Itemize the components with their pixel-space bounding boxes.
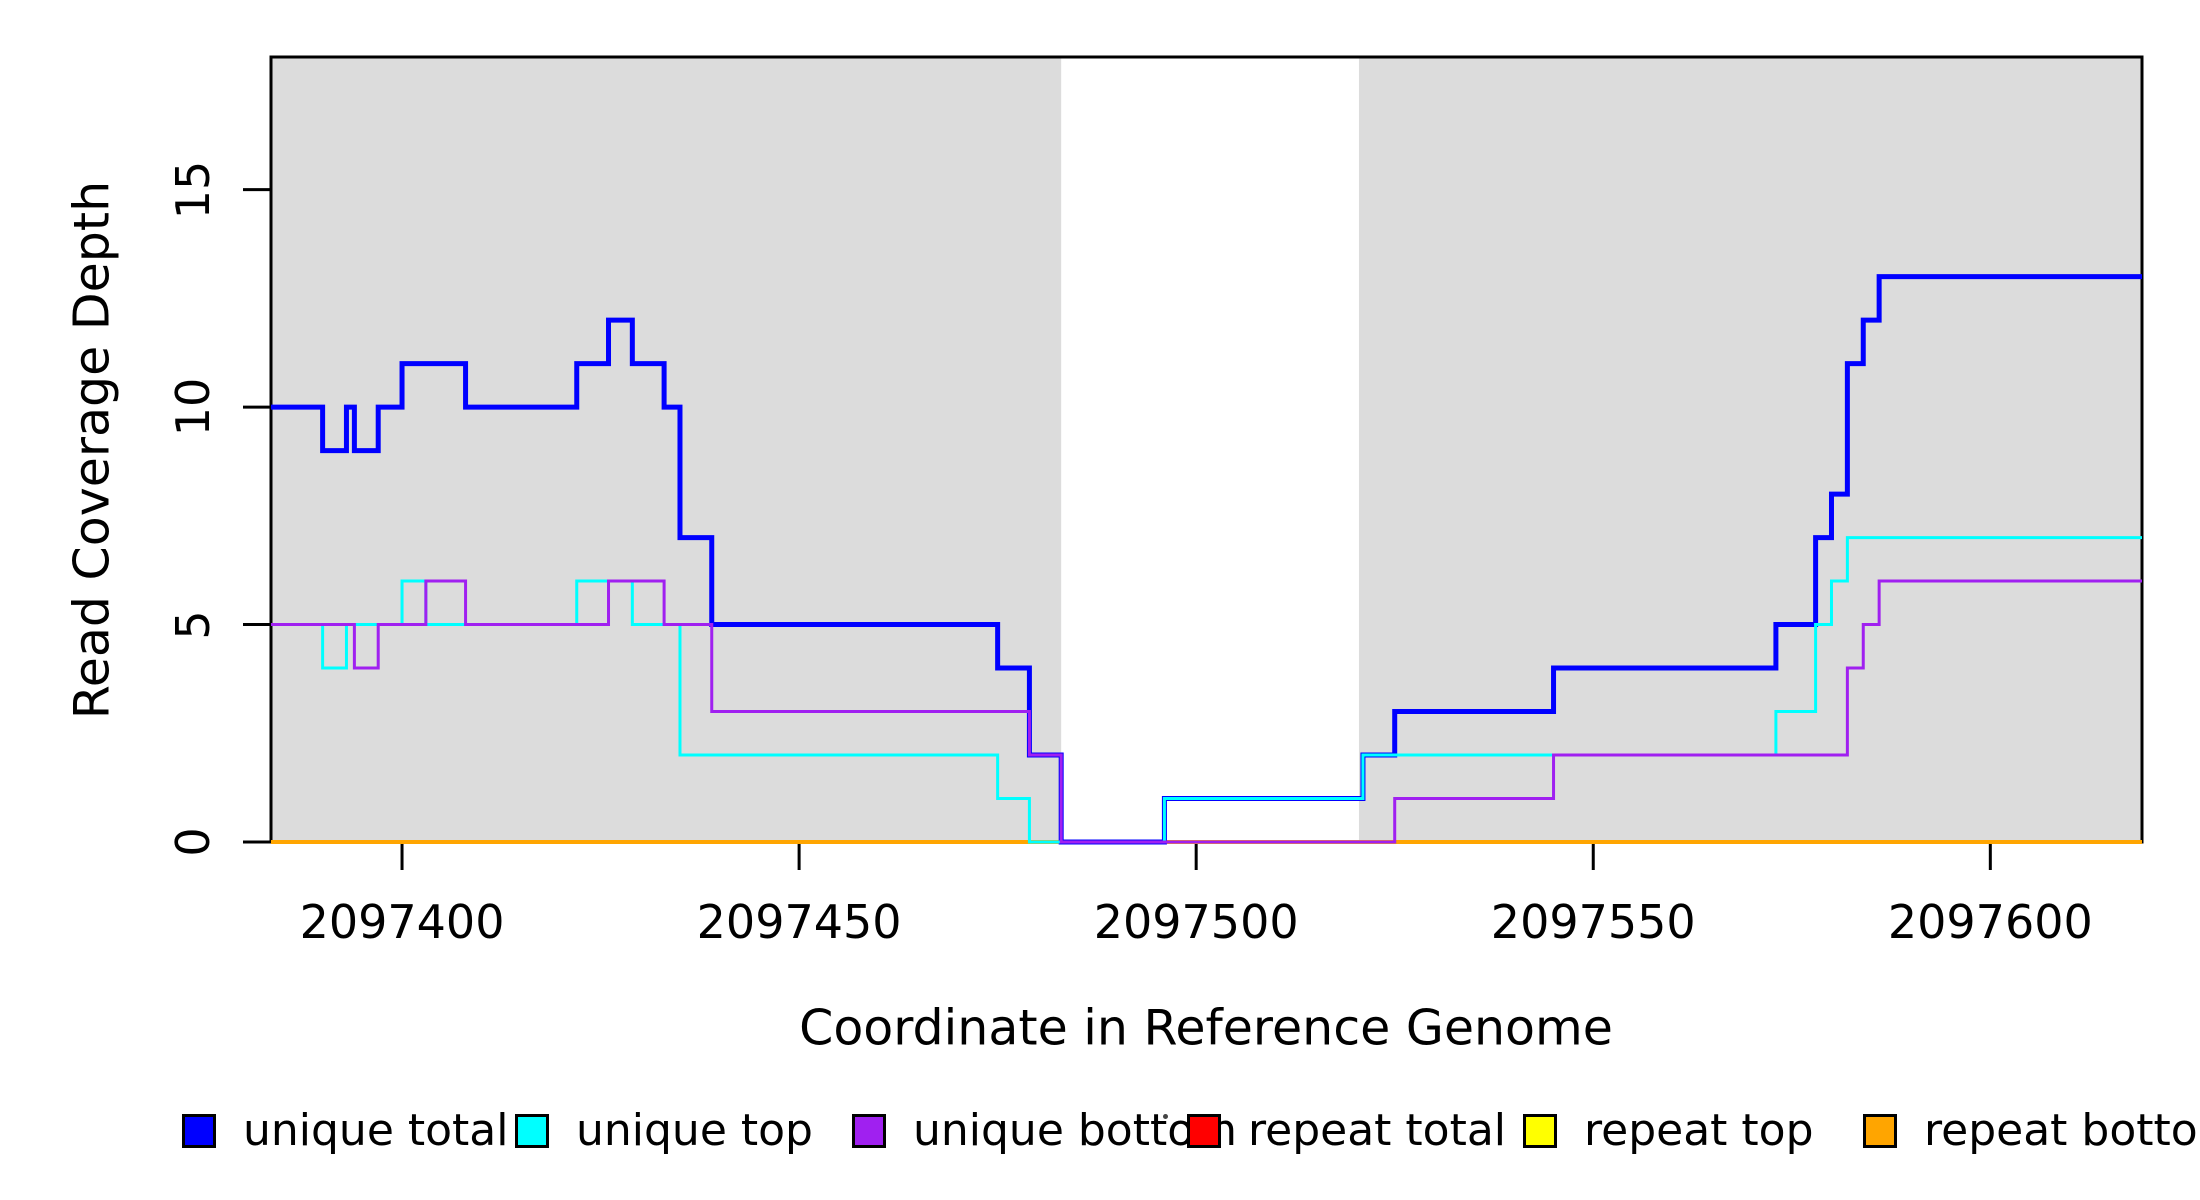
legend-swatch bbox=[1863, 1113, 1897, 1148]
y-tick-label: 10 bbox=[166, 377, 220, 437]
y-axis-label: Read Coverage Depth bbox=[63, 180, 121, 720]
x-tick-label: 2097450 bbox=[696, 895, 902, 949]
legend-item: repeat total bbox=[1187, 1105, 1506, 1156]
legend-item: unique total bbox=[182, 1105, 508, 1156]
shaded-region bbox=[1358, 57, 2142, 842]
series-line-unique-top bbox=[271, 536, 2142, 844]
x-axis-label: Coordinate in Reference Genome bbox=[799, 999, 1613, 1057]
x-tick-label: 2097500 bbox=[1093, 895, 1299, 949]
legend-swatch bbox=[1187, 1113, 1221, 1148]
legend-swatch bbox=[1523, 1113, 1557, 1148]
shaded-region bbox=[271, 57, 1062, 842]
legend-item-label: repeat total bbox=[1248, 1105, 1507, 1156]
y-tick-label: 5 bbox=[166, 609, 220, 640]
y-tick-label: 15 bbox=[166, 160, 220, 219]
series-line-unique-total bbox=[271, 274, 2142, 845]
legend-swatch bbox=[515, 1113, 549, 1148]
legend-swatch bbox=[852, 1113, 886, 1148]
legend-item: unique top bbox=[515, 1105, 813, 1156]
x-tick-label: 2097400 bbox=[299, 895, 505, 949]
y-tick-label: 0 bbox=[166, 827, 220, 857]
x-tick-label: 2097550 bbox=[1490, 895, 1696, 949]
legend-item: unique bottom bbox=[852, 1105, 1237, 1156]
legend-item: repeat bottom bbox=[1863, 1105, 2200, 1156]
legend-item-label: unique bottom bbox=[913, 1105, 1238, 1156]
legend-item-label: repeat bottom bbox=[1924, 1105, 2200, 1156]
x-tick-label: 2097600 bbox=[1887, 895, 2093, 949]
stray-dot bbox=[1163, 1114, 1168, 1119]
legend-item-label: unique total bbox=[243, 1105, 509, 1156]
legend-item: repeat top bbox=[1523, 1105, 1814, 1156]
legend-item-label: unique top bbox=[576, 1105, 813, 1156]
series-line-unique-bottom bbox=[271, 579, 2142, 844]
legend-swatch bbox=[182, 1113, 216, 1148]
legend-item-label: repeat top bbox=[1584, 1105, 1814, 1156]
